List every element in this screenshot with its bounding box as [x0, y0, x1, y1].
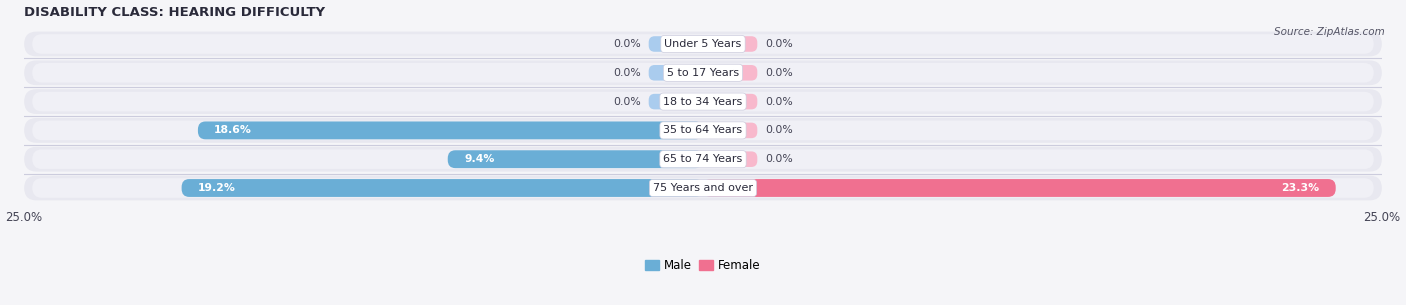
FancyBboxPatch shape	[32, 120, 1374, 140]
FancyBboxPatch shape	[181, 179, 703, 197]
Text: 23.3%: 23.3%	[1281, 183, 1319, 193]
FancyBboxPatch shape	[648, 65, 703, 81]
Text: 65 to 74 Years: 65 to 74 Years	[664, 154, 742, 164]
FancyBboxPatch shape	[32, 149, 1374, 169]
Text: DISABILITY CLASS: HEARING DIFFICULTY: DISABILITY CLASS: HEARING DIFFICULTY	[24, 5, 325, 19]
Text: 0.0%: 0.0%	[765, 68, 793, 78]
FancyBboxPatch shape	[24, 176, 1382, 200]
Text: 18.6%: 18.6%	[214, 125, 252, 135]
FancyBboxPatch shape	[703, 123, 758, 138]
FancyBboxPatch shape	[703, 151, 758, 167]
FancyBboxPatch shape	[198, 121, 703, 139]
FancyBboxPatch shape	[24, 60, 1382, 85]
FancyBboxPatch shape	[703, 36, 758, 52]
FancyBboxPatch shape	[648, 94, 703, 109]
FancyBboxPatch shape	[32, 63, 1374, 83]
FancyBboxPatch shape	[703, 179, 1336, 197]
Text: 5 to 17 Years: 5 to 17 Years	[666, 68, 740, 78]
Text: 0.0%: 0.0%	[765, 154, 793, 164]
FancyBboxPatch shape	[703, 65, 758, 81]
Text: 0.0%: 0.0%	[613, 39, 641, 49]
Text: 35 to 64 Years: 35 to 64 Years	[664, 125, 742, 135]
FancyBboxPatch shape	[32, 92, 1374, 111]
FancyBboxPatch shape	[703, 94, 758, 109]
FancyBboxPatch shape	[648, 36, 703, 52]
FancyBboxPatch shape	[447, 150, 703, 168]
Text: 18 to 34 Years: 18 to 34 Years	[664, 97, 742, 106]
Text: Source: ZipAtlas.com: Source: ZipAtlas.com	[1274, 27, 1385, 38]
Text: Under 5 Years: Under 5 Years	[665, 39, 741, 49]
FancyBboxPatch shape	[24, 89, 1382, 114]
Legend: Male, Female: Male, Female	[641, 255, 765, 277]
FancyBboxPatch shape	[24, 147, 1382, 172]
FancyBboxPatch shape	[24, 118, 1382, 143]
Text: 0.0%: 0.0%	[613, 68, 641, 78]
Text: 9.4%: 9.4%	[464, 154, 495, 164]
Text: 0.0%: 0.0%	[765, 125, 793, 135]
Text: 19.2%: 19.2%	[198, 183, 236, 193]
Text: 0.0%: 0.0%	[613, 97, 641, 106]
FancyBboxPatch shape	[32, 34, 1374, 54]
Text: 0.0%: 0.0%	[765, 39, 793, 49]
Text: 0.0%: 0.0%	[765, 97, 793, 106]
FancyBboxPatch shape	[24, 32, 1382, 56]
Text: 75 Years and over: 75 Years and over	[652, 183, 754, 193]
FancyBboxPatch shape	[32, 178, 1374, 198]
